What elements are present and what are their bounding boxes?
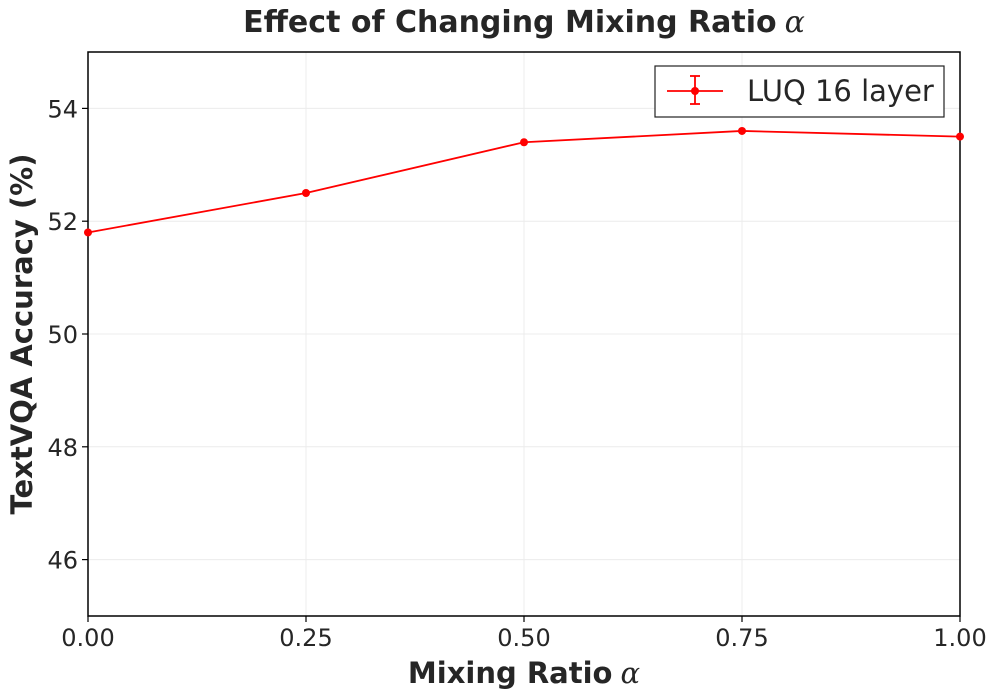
y-tick-label: 46 xyxy=(47,547,78,575)
y-tick-label: 52 xyxy=(47,208,78,236)
x-tick-label: 0.25 xyxy=(279,624,332,652)
x-axis-label: Mixing Ratio α xyxy=(408,656,640,690)
data-point xyxy=(738,126,746,135)
x-axis-label-text: Mixing Ratio xyxy=(408,656,613,690)
data-point xyxy=(84,228,92,237)
data-point xyxy=(302,189,310,197)
x-tick-label: 0.00 xyxy=(61,624,114,652)
legend-label: LUQ 16 layer xyxy=(747,74,934,108)
y-tick-label: 54 xyxy=(47,95,78,123)
chart-title: Effect of Changing Mixing Ratio α xyxy=(243,5,805,40)
legend: LUQ 16 layer xyxy=(654,65,945,118)
x-tick-label: 0.75 xyxy=(715,624,768,652)
legend-marker xyxy=(691,87,699,95)
x-tick-label: 0.50 xyxy=(497,624,550,652)
y-tick-label: 50 xyxy=(47,321,78,349)
series-group xyxy=(84,126,964,237)
chart-title-symbol: α xyxy=(785,5,805,40)
y-axis: 46 48 50 52 54 xyxy=(47,95,88,575)
x-axis: 0.00 0.25 0.50 0.75 1.00 xyxy=(61,616,987,652)
x-tick-label: 1.00 xyxy=(933,624,986,652)
grid xyxy=(87,52,961,616)
y-axis-label: TextVQA Accuracy (%) xyxy=(5,154,39,515)
y-tick-label: 48 xyxy=(47,434,78,462)
chart-title-text: Effect of Changing Mixing Ratio xyxy=(243,5,776,40)
x-axis-label-symbol: α xyxy=(620,656,640,690)
data-point xyxy=(956,132,964,141)
data-point xyxy=(520,138,528,147)
